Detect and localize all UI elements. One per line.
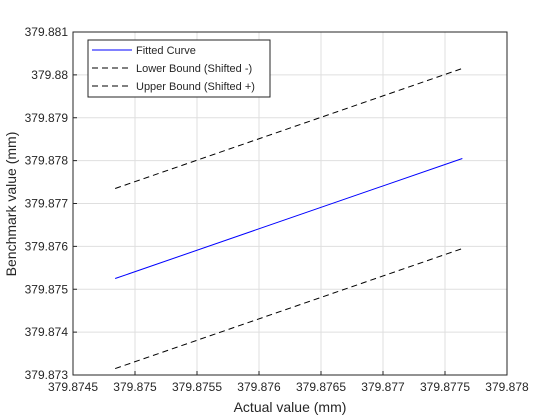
- y-tick-label: 379.873: [25, 368, 69, 382]
- x-tick-label: 379.877: [361, 380, 405, 394]
- series-line-lower-bound-shifted: [114, 248, 463, 370]
- x-axis-ticks: 379.8745 379.875 379.8755 379.876 379.8765 37…: [48, 371, 529, 394]
- legend-label-fitted-curve: Fitted Curve: [136, 45, 196, 57]
- legend: Fitted Curve Lower Bound (Shifted -) Upper…: [87, 39, 271, 98]
- x-tick-label: 379.876: [237, 380, 281, 394]
- y-tick-label: 379.88: [31, 68, 68, 82]
- y-tick-label: 379.881: [25, 25, 69, 39]
- x-axis-label: Actual value (mm): [234, 399, 347, 415]
- y-tick-label: 379.878: [25, 154, 69, 168]
- legend-label-lower-bound-shifted: Lower Bound (Shifted -): [136, 63, 252, 75]
- series-line-fitted-curve: [114, 158, 463, 280]
- x-tick-label: 379.8755: [172, 380, 222, 394]
- y-axis-label: Benchmark value (mm): [3, 132, 19, 277]
- x-tick-label: 379.8775: [420, 380, 470, 394]
- series-line-upper-bound-shifted: [114, 67, 463, 189]
- y-tick-label: 379.874: [25, 325, 69, 339]
- series-layer: [114, 67, 463, 370]
- x-tick-label: 379.8765: [296, 380, 346, 394]
- y-tick-label: 379.875: [25, 282, 69, 296]
- y-axis-ticks: 379.873 379.874 379.875 379.876 379.877 379.8…: [25, 25, 77, 382]
- legend-label-upper-bound-shifted: Upper Bound (Shifted +): [136, 81, 255, 93]
- x-tick-label: 379.875: [113, 380, 157, 394]
- y-tick-label: 379.876: [25, 239, 69, 253]
- x-tick-label: 379.8745: [48, 380, 98, 394]
- y-tick-label: 379.879: [25, 111, 69, 125]
- y-tick-label: 379.877: [25, 197, 69, 211]
- x-tick-label: 379.878: [485, 380, 529, 394]
